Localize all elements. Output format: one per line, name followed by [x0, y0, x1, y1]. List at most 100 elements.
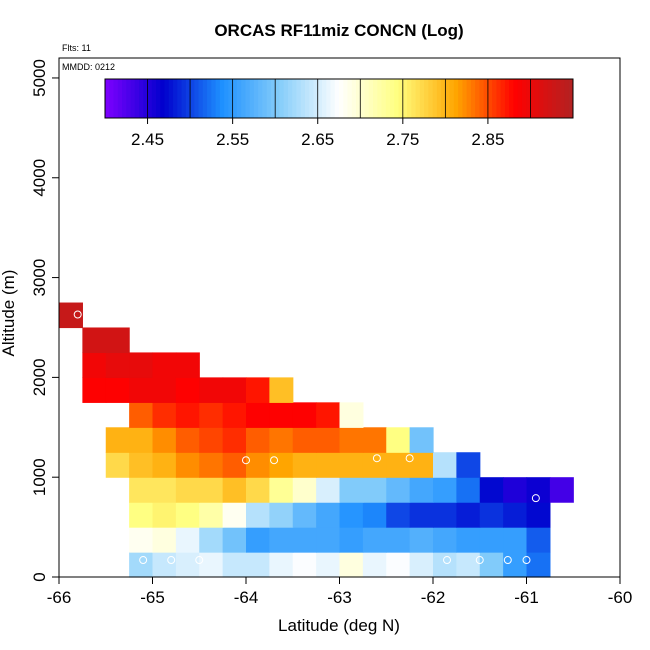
colorbar-swatch — [296, 79, 302, 118]
heatmap-cell — [292, 527, 317, 553]
colorbar-swatch — [381, 79, 387, 118]
heatmap-cell — [362, 502, 387, 528]
heatmap-cell — [479, 552, 504, 578]
heatmap-cell — [175, 352, 200, 378]
heatmap-cell — [456, 527, 481, 553]
y-axis-label: Altitude (m) — [0, 270, 18, 357]
heatmap-cell — [549, 477, 574, 503]
heatmap-cell — [222, 452, 247, 478]
x-axis-label: Latitude (deg N) — [278, 616, 400, 635]
heatmap-cell — [175, 402, 200, 428]
colorbar-tick-label: 2.55 — [216, 130, 249, 149]
heatmap-cell — [152, 502, 177, 528]
colorbar-swatch — [564, 79, 570, 118]
heatmap-cell — [479, 502, 504, 528]
heatmap-cell — [222, 477, 247, 503]
marker-point — [242, 456, 250, 465]
colorbar-swatch — [394, 79, 400, 118]
marker-point — [522, 556, 531, 565]
colorbar-swatch — [228, 79, 234, 118]
colorbar-swatch — [262, 79, 268, 118]
colorbar-swatch — [436, 79, 442, 118]
heatmap-cell — [199, 527, 224, 553]
colorbar-swatch — [513, 79, 519, 118]
heatmap-cell — [246, 502, 270, 528]
colorbar-swatch — [568, 79, 574, 118]
heatmap-cell — [316, 477, 341, 503]
colorbar-swatch — [109, 79, 114, 118]
heatmap-cell — [269, 377, 294, 403]
y-tick-label: 4000 — [30, 159, 49, 197]
colorbar-swatch — [309, 79, 314, 118]
marker-point — [503, 556, 512, 565]
heatmap-cell — [456, 502, 481, 528]
heatmap-cell — [292, 452, 317, 478]
heatmap-cell — [246, 402, 270, 428]
colorbar-swatch — [560, 79, 565, 118]
colorbar-swatch — [475, 79, 480, 118]
colorbar-swatch — [487, 79, 493, 118]
heatmap-cell — [175, 427, 200, 453]
colorbar-swatch — [292, 79, 297, 118]
heatmap-cell — [105, 352, 130, 378]
heatmap-cell — [59, 302, 83, 329]
colorbar-swatch — [385, 79, 391, 118]
marker-point — [531, 494, 540, 503]
colorbar-swatch — [177, 79, 183, 118]
heatmap-cell — [199, 452, 224, 478]
colorbar-swatch — [181, 79, 187, 118]
heatmap-cell — [433, 502, 457, 528]
heatmap-cell — [292, 502, 317, 528]
colorbar-swatch — [492, 79, 497, 118]
y-axis-ticks: 0 1000 2000 3000 4000 5000 — [30, 59, 59, 582]
colorbar-tick-label: 2.45 — [131, 130, 164, 149]
heatmap-cell — [269, 452, 294, 478]
heatmap-cell — [503, 552, 528, 578]
heatmap-cell — [152, 402, 177, 428]
x-tick-label: -66 — [47, 588, 72, 607]
colorbar-swatch — [419, 79, 425, 118]
heatmap-cell — [129, 402, 154, 428]
colorbar-swatch — [530, 79, 536, 118]
colorbar-swatch — [194, 79, 200, 118]
heatmap-cell — [292, 552, 317, 578]
heatmap-cell — [386, 552, 411, 578]
colorbar-swatch — [168, 79, 174, 118]
heatmap-cell — [152, 427, 177, 453]
colorbar-swatch — [105, 79, 110, 118]
marker-point — [372, 454, 381, 463]
colorbar-swatch — [330, 79, 336, 118]
colorbar-swatch — [521, 79, 527, 118]
heatmap-cell — [152, 352, 177, 378]
colorbar-swatch — [232, 79, 238, 118]
colorbar-swatch — [317, 79, 323, 118]
heatmap-cell — [246, 377, 270, 403]
colorbar-swatch — [445, 79, 451, 118]
colorbar-swatch — [364, 79, 370, 118]
heatmap-cell — [246, 477, 270, 503]
colorbar-swatch — [398, 79, 404, 118]
heatmap-cell — [152, 527, 177, 553]
heatmap-cell — [222, 377, 247, 403]
heatmap-cell — [129, 377, 154, 403]
heatmap-cell — [129, 452, 154, 478]
colorbar-swatch — [479, 79, 485, 118]
colorbar-swatch — [534, 79, 540, 118]
colorbar-swatch — [198, 79, 204, 118]
chart-title: ORCAS RF11miz CONCN (Log) — [214, 21, 463, 40]
colorbar-swatch — [470, 79, 476, 118]
colorbar-swatch — [160, 79, 166, 118]
colorbar-swatch — [377, 79, 383, 118]
heatmap-cell — [292, 402, 317, 428]
heatmap-cell — [409, 427, 434, 453]
colorbar-swatch — [270, 79, 276, 118]
heatmap-cell — [152, 452, 177, 478]
heatmap-cell — [222, 527, 247, 553]
heatmap-cell — [105, 327, 130, 354]
colorbar-swatch — [151, 79, 157, 118]
heatmap-cell — [175, 552, 200, 578]
x-tick-label: -63 — [327, 588, 352, 607]
colorbar-frame — [104, 78, 574, 119]
colorbar-swatch — [373, 79, 378, 118]
